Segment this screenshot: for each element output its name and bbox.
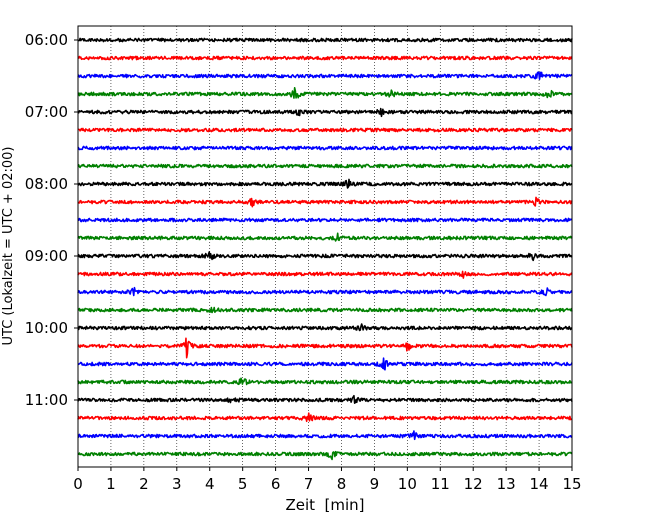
y-axis-label: UTC (Lokalzeit = UTC + 02:00) <box>1 147 16 346</box>
seismic-traces <box>77 37 573 461</box>
trace-1015 <box>77 337 573 359</box>
trace-1045 <box>77 377 573 386</box>
x-tick-label: 11 <box>431 475 450 493</box>
trace-0700 <box>77 107 573 118</box>
y-tick-label: 08:00 <box>25 175 68 193</box>
plot-frame <box>77 25 573 468</box>
trace-1145 <box>77 450 573 461</box>
y-axis-ticks: 06:00 07:00 08:00 09:00 10:00 11:00 <box>25 31 78 409</box>
x-tick-label: 14 <box>530 475 549 493</box>
trace-0615 <box>77 55 573 61</box>
x-axis-label: Zeit [min] <box>285 496 364 514</box>
trace-0800 <box>77 178 573 189</box>
trace-0945 <box>77 306 573 314</box>
x-tick-label: 0 <box>73 475 83 493</box>
y-tick-label: 09:00 <box>25 247 68 265</box>
y-tick-label: 06:00 <box>25 31 68 49</box>
trace-0600 <box>77 37 573 43</box>
x-tick-label: 2 <box>139 475 149 493</box>
y-tick-label: 11:00 <box>25 391 68 409</box>
trace-0830 <box>77 217 573 223</box>
y-tick-label: 07:00 <box>25 103 68 121</box>
x-tick-label: 9 <box>370 475 380 493</box>
trace-1130 <box>77 430 573 441</box>
x-tick-label: 6 <box>271 475 281 493</box>
x-tick-label: 7 <box>304 475 314 493</box>
trace-0630 <box>77 71 573 81</box>
trace-0815 <box>77 196 573 208</box>
trace-1030 <box>77 357 573 371</box>
x-tick-label: 3 <box>172 475 182 493</box>
x-tick-label: 8 <box>337 475 347 493</box>
x-tick-label: 15 <box>562 475 581 493</box>
trace-1100 <box>77 394 573 405</box>
trace-0930 <box>77 286 573 297</box>
trace-1000 <box>77 323 573 332</box>
trace-0900 <box>77 251 573 262</box>
trace-1115 <box>77 412 573 423</box>
trace-0645 <box>77 86 573 99</box>
x-tick-label: 1 <box>106 475 116 493</box>
x-tick-label: 10 <box>398 475 417 493</box>
trace-0730 <box>77 145 573 151</box>
trace-0915 <box>77 270 573 279</box>
trace-0715 <box>77 127 573 133</box>
trace-0845 <box>77 232 573 242</box>
x-tick-label: 5 <box>238 475 248 493</box>
x-axis-ticks: 0 1 2 3 4 5 6 7 8 9 10 11 12 13 14 15 <box>73 467 582 493</box>
trace-0745 <box>77 163 573 169</box>
x-tick-label: 13 <box>497 475 516 493</box>
y-tick-label: 10:00 <box>25 319 68 337</box>
x-tick-label: 12 <box>464 475 483 493</box>
x-tick-label: 4 <box>205 475 215 493</box>
